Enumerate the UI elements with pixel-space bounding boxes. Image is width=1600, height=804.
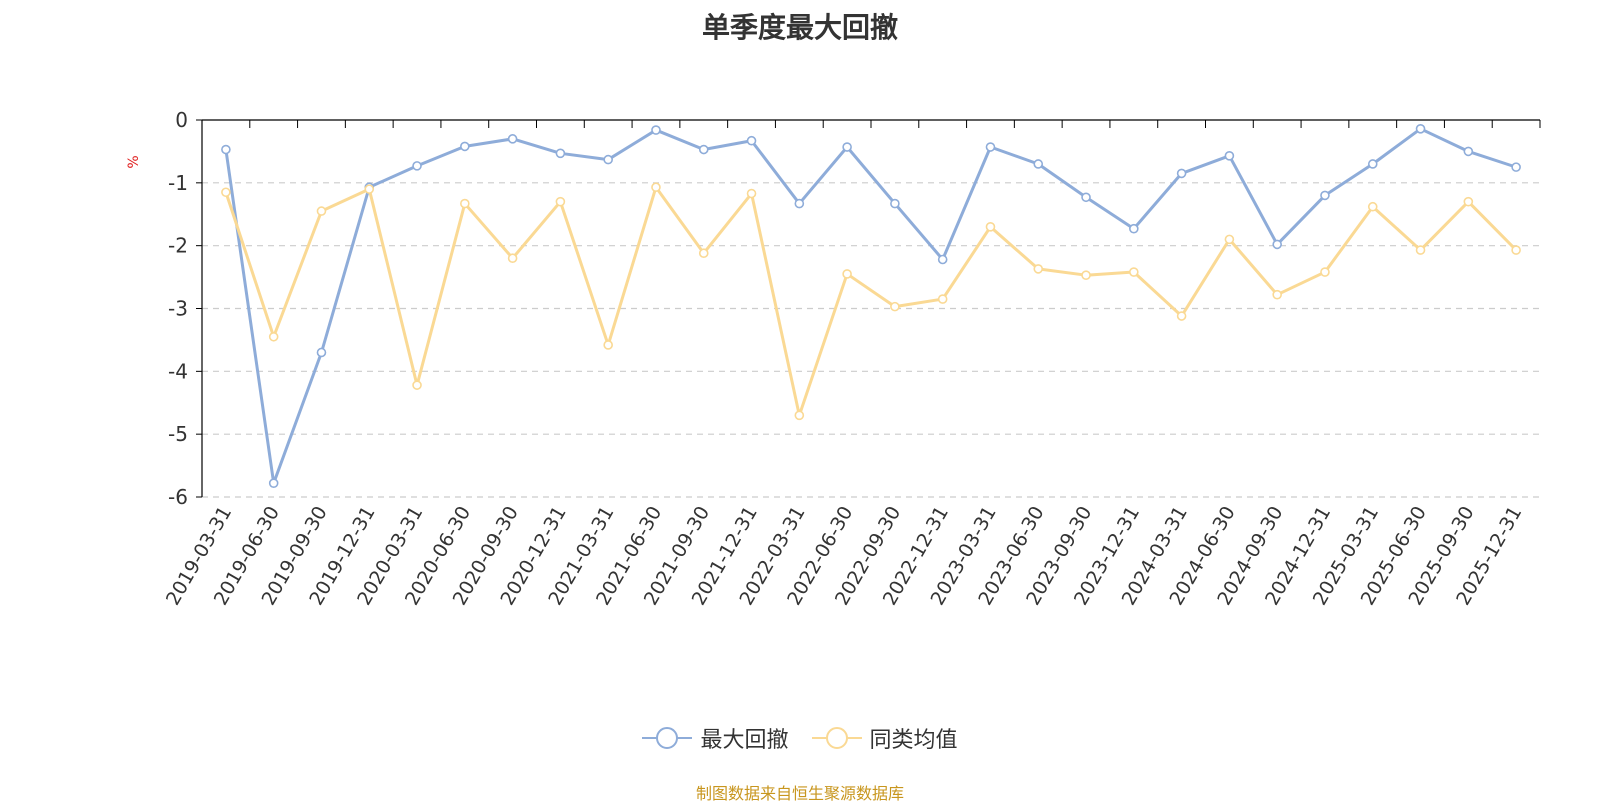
data-point bbox=[1081, 270, 1091, 280]
data-point bbox=[268, 331, 279, 342]
y-tick-label: -6 bbox=[168, 485, 188, 509]
data-point bbox=[555, 148, 566, 159]
data-point bbox=[1415, 245, 1426, 255]
data-point bbox=[221, 144, 231, 155]
data-point bbox=[221, 187, 231, 198]
series-lines bbox=[221, 123, 1521, 488]
y-axis-unit-label: % bbox=[126, 155, 142, 168]
data-point bbox=[507, 134, 518, 144]
data-point bbox=[507, 253, 518, 264]
data-point bbox=[412, 380, 422, 390]
series-line bbox=[224, 127, 1517, 485]
data-point bbox=[746, 135, 757, 146]
data-point bbox=[316, 206, 327, 216]
data-point bbox=[1129, 267, 1139, 277]
y-tick-label: -5 bbox=[168, 422, 188, 446]
legend-item-series-1[interactable]: 最大回撤 bbox=[642, 722, 789, 754]
data-point bbox=[603, 154, 613, 165]
data-point bbox=[794, 198, 805, 209]
legend-marker-icon bbox=[811, 727, 862, 749]
data-point bbox=[1463, 196, 1474, 207]
data-point bbox=[842, 269, 852, 279]
data-point bbox=[1176, 168, 1187, 179]
data-point bbox=[1320, 190, 1330, 201]
data-point bbox=[1081, 192, 1091, 203]
data-point bbox=[1415, 123, 1426, 134]
data-point bbox=[460, 198, 470, 209]
data-point bbox=[794, 410, 805, 421]
data-point bbox=[937, 254, 948, 265]
y-tick-label: -1 bbox=[168, 171, 188, 195]
source-note: 制图数据来自恒生聚源数据库 bbox=[695, 784, 904, 803]
data-point bbox=[1176, 311, 1187, 321]
data-point bbox=[1033, 264, 1044, 274]
data-point bbox=[698, 144, 709, 155]
series-2 bbox=[221, 182, 1521, 421]
data-point bbox=[698, 248, 709, 259]
legend-label: 最大回撤 bbox=[700, 728, 789, 753]
chart-title: 单季度最大回撤 bbox=[701, 11, 898, 44]
data-point bbox=[890, 301, 900, 312]
y-tick-label: -4 bbox=[168, 359, 188, 383]
data-point bbox=[1511, 162, 1521, 172]
data-point bbox=[937, 294, 948, 304]
series-line bbox=[224, 185, 1518, 417]
grid-lines bbox=[202, 182, 1540, 498]
data-point bbox=[746, 188, 757, 199]
series-1 bbox=[221, 123, 1521, 488]
y-tick-label: -3 bbox=[168, 297, 188, 321]
y-tick-label: -2 bbox=[168, 234, 188, 258]
data-point bbox=[1224, 234, 1235, 245]
data-point bbox=[1367, 201, 1378, 212]
data-point bbox=[555, 196, 566, 207]
data-point bbox=[1511, 245, 1521, 255]
data-point bbox=[1320, 267, 1330, 277]
data-point bbox=[1224, 151, 1235, 161]
data-point bbox=[1367, 159, 1378, 169]
data-point bbox=[1129, 223, 1139, 234]
data-point bbox=[842, 142, 852, 152]
data-point bbox=[1463, 146, 1474, 157]
data-point bbox=[364, 184, 375, 194]
data-point bbox=[268, 478, 279, 488]
data-point bbox=[1272, 289, 1282, 300]
data-point bbox=[651, 125, 661, 135]
legend-item-series-2[interactable]: 同类均值 bbox=[811, 722, 958, 754]
data-point bbox=[1272, 239, 1282, 250]
line-chart: 0-1-2-3-4-5-62019-03-312019-06-302019-09… bbox=[126, 108, 1541, 609]
data-point bbox=[460, 141, 470, 152]
y-tick-label: 0 bbox=[175, 108, 188, 132]
data-point bbox=[1033, 159, 1044, 169]
legend-label: 同类均值 bbox=[869, 728, 958, 753]
data-point bbox=[316, 347, 327, 358]
legend-marker-icon bbox=[642, 727, 693, 749]
data-point bbox=[651, 182, 661, 193]
data-point bbox=[603, 340, 613, 350]
data-point bbox=[985, 142, 996, 152]
data-point bbox=[985, 222, 996, 232]
data-point bbox=[890, 198, 900, 209]
legend: 最大回撤 同类均值 bbox=[0, 722, 1600, 757]
data-point bbox=[412, 161, 422, 171]
